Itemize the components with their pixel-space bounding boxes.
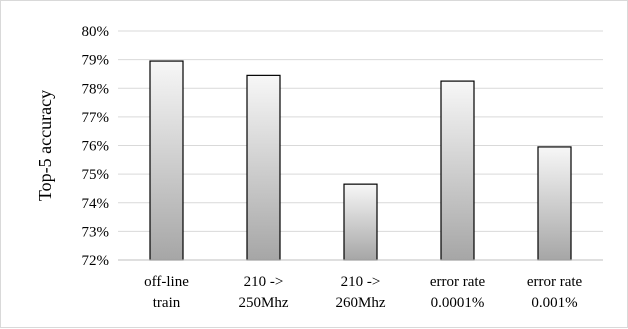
x-category-label-line: 0.001% (531, 295, 577, 311)
bars (149, 60, 572, 261)
y-tick-label: 78% (82, 81, 110, 97)
x-category-label: error rate 0.0001% (430, 274, 486, 311)
y-tick-label: 77% (82, 110, 110, 126)
x-category-label-line: 250Mhz (239, 295, 289, 311)
x-axis-category-labels: off-line train 210 -> 250Mhz 210 -> 260Mhz err… (144, 274, 582, 311)
y-tick-label: 79% (82, 53, 110, 69)
y-tick-label: 72% (82, 253, 110, 269)
y-axis-tick-labels: 72% 73% 74% 75% 76% 77% 78% 79% 80% (82, 24, 110, 269)
x-category-label-line: 260Mhz (336, 295, 386, 311)
bar (149, 60, 184, 261)
x-category-label: error rate 0.001% (527, 274, 583, 311)
x-category-label: 210 -> 250Mhz (239, 274, 289, 311)
y-tick-label: 80% (82, 24, 110, 40)
x-category-label-line: error rate (430, 274, 486, 290)
bar (343, 183, 378, 261)
x-category-label-line: off-line (144, 274, 189, 290)
y-tick-label: 75% (82, 167, 110, 183)
x-category-label-line: 210 -> (244, 274, 284, 290)
x-category-label-line: 210 -> (341, 274, 381, 290)
y-tick-label: 74% (82, 196, 110, 212)
x-category-label: 210 -> 260Mhz (336, 274, 386, 311)
x-category-label: off-line train (144, 274, 189, 311)
bar (440, 80, 475, 261)
x-category-label-line: train (153, 295, 181, 311)
y-axis-title: Top-5 accuracy (35, 90, 55, 201)
x-category-label-line: 0.0001% (431, 295, 485, 311)
bar (246, 74, 281, 261)
gridlines (118, 30, 603, 232)
bar (537, 146, 572, 261)
y-tick-label: 73% (82, 224, 110, 240)
x-category-label-line: error rate (527, 274, 583, 290)
y-tick-label: 76% (82, 139, 110, 155)
